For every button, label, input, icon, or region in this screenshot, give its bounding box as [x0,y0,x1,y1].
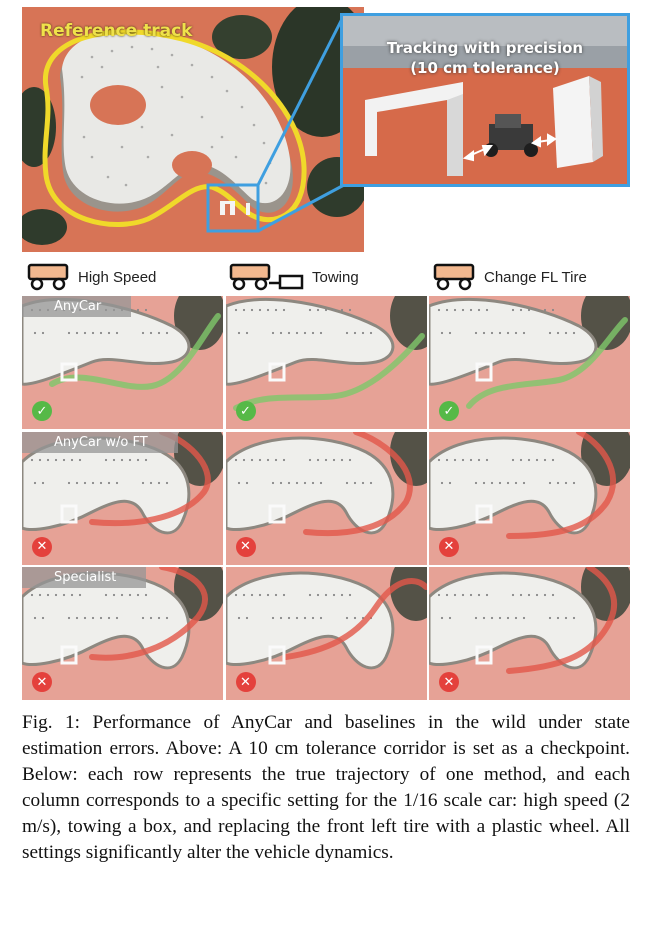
trajectory-line [506,567,618,674]
trajectory-line [89,567,208,661]
trajectory-line [89,431,211,526]
result-cell: ✕ [429,567,630,700]
cross-icon: ✕ [235,536,256,557]
track-platform [225,298,394,386]
car-tire-icon [433,263,475,291]
column-header-change-tire: Change FL Tire [432,262,587,292]
cross-icon: ✕ [235,672,256,692]
result-cell: AnyCar w/o FT ✕ [22,431,223,565]
checkpoint-gate [268,645,285,665]
result-cell: ✓ [225,296,427,429]
checkpoint-gate [60,362,78,382]
cell-scene [429,296,630,409]
inset-title: Tracking with precision (10 cm tolerance… [343,38,627,78]
row-label: Specialist [22,567,147,588]
reference-track-label: Reference track [40,21,193,41]
result-cell: ✕ [429,431,630,565]
car-towing-icon [229,263,304,291]
column-header-high-speed: High Speed [26,262,156,292]
cell-scene [22,296,223,390]
cross-icon: ✕ [439,536,459,557]
checkpoint-gate [475,362,493,382]
cross-icon: ✕ [32,536,52,557]
trajectory-line [49,313,221,390]
inset-scene [343,16,627,184]
trajectory-line [232,333,425,411]
result-cell: ✓ [429,296,630,429]
row-label: AnyCar w/o FT [22,431,178,453]
aerial-photo: Reference track [22,7,364,252]
results-grid: AnyCar ✓ ✓ ✓ AnyCar w/o FT ✕ ✕ ✕ Specialist ✕ ✕ ✕ [22,296,630,700]
zoom-region [206,183,260,233]
track-platform [429,571,598,670]
car-icon [27,263,69,291]
result-cell: Specialist ✕ [22,567,223,700]
cell-scene [429,567,630,674]
aerial-scene [22,7,364,252]
cell-scene [429,431,630,539]
inset-title-line2: (10 cm tolerance) [410,59,560,77]
result-cell: ✕ [225,567,427,700]
cell-scene [225,296,427,411]
check-icon: ✓ [235,401,256,421]
cell-scene [225,567,427,670]
column-label: Towing [312,268,359,286]
result-cell: ✕ [225,431,427,565]
result-cell: AnyCar ✓ [22,296,223,429]
check-icon: ✓ [32,401,52,421]
check-icon: ✓ [439,401,459,421]
inset-title-line1: Tracking with precision [386,39,584,57]
checkpoint-gate [475,645,493,665]
precision-inset: Tracking with precision (10 cm tolerance… [340,13,630,187]
track-platform [429,436,598,534]
checkpoint-gate [268,504,285,523]
cross-icon: ✕ [32,672,52,692]
row-label: AnyCar [22,296,132,317]
trajectory-line [282,578,427,660]
cell-scene [225,431,427,536]
trajectory-line [506,431,616,539]
trajectory-line [466,317,628,409]
track-platform [429,298,598,386]
checkpoint-gate [475,504,493,523]
checkpoint-gate [60,504,78,523]
track-platform [225,436,394,534]
column-header-towing: Towing [228,262,359,292]
cross-icon: ✕ [439,672,459,692]
cell-scene [22,431,223,534]
figure-caption: Fig. 1: Performance of AnyCar and baseli… [22,712,630,863]
column-label: Change FL Tire [484,268,587,286]
checkpoint-gate [268,362,285,382]
column-label: High Speed [78,268,157,286]
trajectory-line [302,431,413,536]
track-platform [225,571,394,670]
checkpoint-gate [60,645,78,665]
